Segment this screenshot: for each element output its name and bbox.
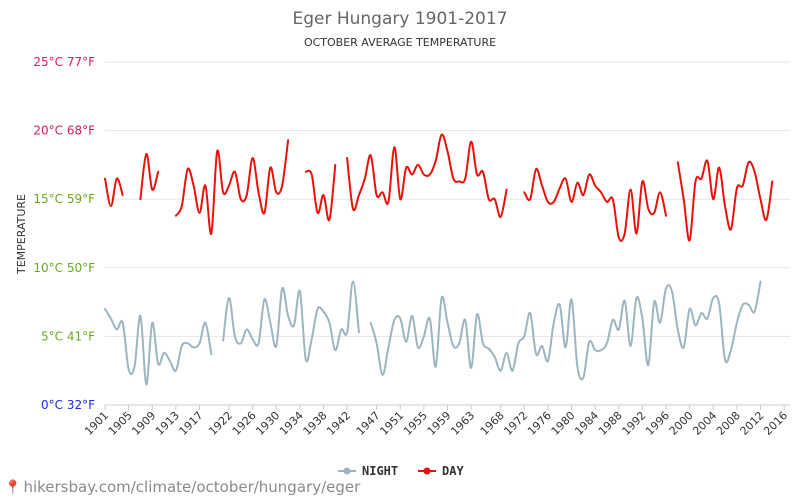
x-tick-label: 1951 (377, 409, 406, 438)
watermark-text: hikersbay.com/climate/october/hungary/eg… (23, 478, 361, 496)
series-line-day (523, 167, 667, 242)
location-pin-icon: 📍 (4, 480, 22, 496)
legend-marker (343, 467, 351, 475)
chart-subtitle: OCTOBER AVERAGE TEMPERATURE (304, 36, 496, 49)
x-tick-label: 2000 (667, 409, 696, 438)
legend-label: NIGHT (362, 464, 398, 478)
legend-item-day[interactable]: DAY (418, 464, 464, 478)
x-tick-label: 1947 (354, 409, 383, 438)
x-tick-label: 1938 (301, 409, 330, 438)
x-tick-label: 2004 (690, 409, 719, 438)
series-day (104, 133, 774, 242)
series-line-night (104, 308, 213, 386)
x-tick-label: 1963 (448, 409, 477, 438)
chart-title: Eger Hungary 1901-2017 (292, 9, 507, 29)
x-tick-label: 2012 (738, 409, 767, 438)
series-line-day (346, 133, 508, 219)
x-tick-label: 1976 (525, 409, 554, 438)
legend-item-night[interactable]: NIGHT (338, 464, 398, 478)
x-tick-label: 1968 (478, 409, 507, 438)
x-tick-label: 1909 (129, 409, 158, 438)
x-tick-label: 1984 (572, 409, 601, 438)
watermark[interactable]: 📍 hikersbay.com/climate/october/hungary/e… (4, 478, 360, 496)
x-tick-label: 1972 (501, 409, 530, 438)
legend[interactable]: NIGHT DAY (338, 464, 464, 478)
x-tick-label: 2016 (761, 409, 790, 438)
series-line-day (174, 139, 290, 235)
x-tick-label: 1917 (177, 409, 206, 438)
y-axis-ticks: 0°C 32°F 5°C 41°F 10°C 50°F 15°C 59°F 20°C 6… (33, 55, 95, 412)
y-tick-label: 25°C 77°F (33, 55, 95, 69)
legend-marker (423, 467, 431, 475)
y-axis-label: TEMPERATURE (15, 194, 28, 275)
y-tick-label: 15°C 59°F (33, 192, 95, 206)
y-tick-label: 5°C 41°F (41, 329, 95, 343)
y-tick-label: 10°C 50°F (33, 261, 95, 275)
x-tick-label: 1905 (106, 409, 135, 438)
x-tick-label: 1934 (277, 409, 306, 438)
x-tick-label: 1996 (643, 409, 672, 438)
x-tick-label: 1959 (425, 409, 454, 438)
x-tick-label: 1942 (324, 409, 353, 438)
series-lines (104, 133, 774, 386)
x-tick-label: 1980 (549, 409, 578, 438)
y-tick-label: 20°C 68°F (33, 124, 95, 138)
x-tick-label: 1901 (82, 409, 111, 438)
series-line-day (104, 177, 124, 208)
series-line-day (676, 159, 774, 242)
series-night (104, 280, 762, 386)
x-tick-label: 1930 (253, 409, 282, 438)
x-tick-label: 2008 (714, 409, 743, 438)
series-line-night (369, 280, 762, 381)
series-line-night (222, 280, 360, 363)
x-tick-label: 1913 (153, 409, 182, 438)
x-tick-label: 1988 (596, 409, 625, 438)
x-tick-label: 1992 (620, 409, 649, 438)
x-tick-label: 1926 (230, 409, 259, 438)
x-tick-label: 1922 (206, 409, 235, 438)
y-tick-label: 0°C 32°F (41, 398, 95, 412)
series-line-day (304, 163, 337, 222)
series-line-day (139, 152, 160, 201)
legend-label: DAY (442, 464, 464, 478)
x-tick-label: 1955 (401, 409, 430, 438)
